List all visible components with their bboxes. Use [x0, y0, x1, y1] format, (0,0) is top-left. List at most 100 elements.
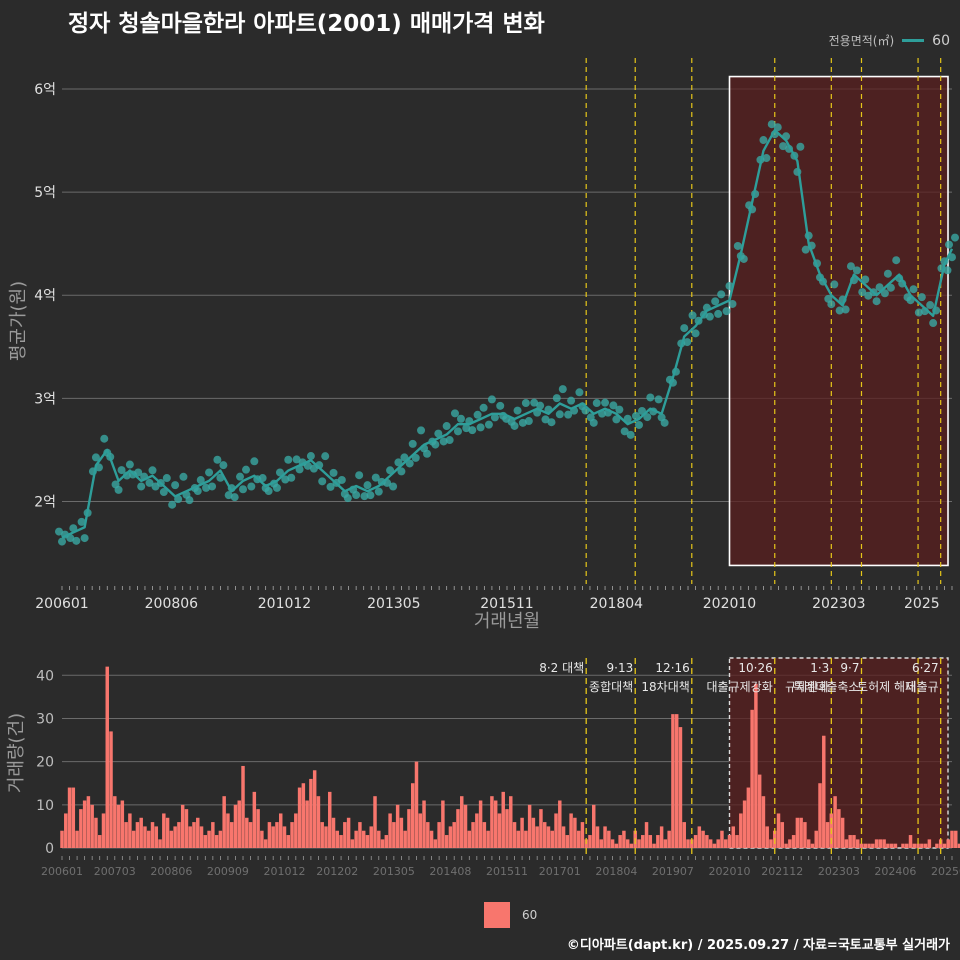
- volume-bar: [509, 796, 513, 848]
- price-y-tick-label: 2억: [34, 494, 56, 510]
- volume-bar: [188, 826, 192, 848]
- volume-bar: [656, 835, 660, 848]
- price-point: [886, 283, 895, 292]
- volume-bar: [818, 783, 822, 848]
- price-y-tick-label: 4억: [34, 288, 56, 304]
- price-x-tick-label: 202010: [703, 596, 756, 612]
- policy-label-name: 18차대책: [641, 679, 689, 694]
- volume-bar: [361, 830, 366, 848]
- volume-bar: [365, 835, 370, 848]
- price-x-tick-label: 200601: [35, 596, 88, 612]
- price-point: [125, 460, 134, 469]
- price-point: [530, 398, 539, 407]
- price-point: [524, 417, 533, 426]
- volume-bar: [294, 813, 298, 848]
- price-point: [179, 472, 188, 481]
- price-point: [609, 401, 618, 410]
- volume-bar: [565, 835, 570, 848]
- price-point: [272, 483, 281, 492]
- volume-bar: [467, 830, 472, 848]
- volume-bar: [173, 826, 177, 848]
- volume-bar: [252, 791, 257, 848]
- price-point: [835, 306, 844, 315]
- volume-bar: [542, 822, 547, 848]
- volume-bar: [309, 778, 313, 848]
- volume-x-tick-label: 201907: [652, 865, 694, 878]
- volume-bar: [350, 839, 355, 848]
- volume-bar: [192, 822, 196, 848]
- volume-bar: [761, 796, 766, 848]
- volume-bar: [901, 843, 905, 848]
- price-point: [411, 453, 420, 462]
- price-x-axis-title: 거래년월: [474, 611, 540, 632]
- price-point: [496, 401, 505, 410]
- volume-bar: [780, 822, 785, 848]
- price-point: [80, 534, 89, 543]
- volume-bar: [727, 835, 732, 848]
- volume-bar: [935, 843, 939, 848]
- volume-bar: [671, 714, 675, 848]
- volume-bar: [531, 817, 536, 848]
- volume-bar: [769, 839, 773, 848]
- policy-label-name: 특례대출축소: [793, 680, 859, 694]
- price-x-tick-label: 202303: [812, 596, 865, 612]
- price-point: [510, 421, 519, 430]
- volume-x-tick-label: 200806: [150, 865, 192, 878]
- volume-bar: [320, 822, 324, 848]
- price-point: [767, 120, 776, 129]
- volume-bar: [795, 817, 800, 848]
- price-point: [615, 405, 624, 414]
- price-point: [355, 471, 364, 480]
- legend-title: 전용면적(㎡): [828, 34, 895, 48]
- price-point: [450, 409, 459, 418]
- price-point: [205, 468, 214, 477]
- volume-bar: [101, 813, 106, 848]
- volume-y-tick-label: 10: [36, 798, 54, 814]
- policy-label-date: 10·26: [738, 661, 772, 675]
- volume-bar: [493, 800, 498, 848]
- volume-y-tick-label: 20: [36, 755, 54, 771]
- price-point: [247, 482, 256, 491]
- volume-bar: [652, 843, 656, 848]
- volume-bar: [124, 822, 128, 848]
- price-point: [321, 452, 330, 461]
- price-point: [171, 481, 180, 490]
- volume-bar: [757, 774, 762, 848]
- price-x-tick-label: 201305: [367, 596, 420, 612]
- price-point: [66, 534, 75, 543]
- volume-bar: [505, 809, 509, 848]
- volume-bar: [705, 835, 709, 848]
- volume-bar: [893, 843, 898, 848]
- price-point: [371, 473, 380, 482]
- volume-bar: [441, 800, 445, 848]
- price-point: [883, 269, 892, 278]
- volume-bar: [723, 839, 728, 848]
- volume-bar: [135, 822, 140, 848]
- volume-x-tick-label: 200909: [207, 865, 249, 878]
- volume-bar: [554, 813, 558, 848]
- price-point: [306, 452, 315, 461]
- volume-bar: [573, 817, 577, 848]
- price-point: [468, 426, 477, 435]
- price-point: [58, 537, 66, 546]
- volume-bar: [203, 835, 208, 848]
- price-point: [926, 301, 935, 310]
- price-point: [513, 406, 522, 415]
- volume-bar: [810, 843, 815, 848]
- volume-bar: [954, 830, 958, 848]
- volume-x-tick-label: 200703: [94, 865, 136, 878]
- volume-bar: [343, 822, 347, 848]
- price-point: [643, 413, 652, 422]
- volume-bar: [735, 835, 739, 848]
- volume-bar: [512, 822, 517, 848]
- volume-bar: [837, 809, 841, 848]
- volume-bar: [278, 813, 283, 848]
- price-point: [929, 319, 938, 328]
- volume-bar: [335, 830, 340, 848]
- price-legend: 전용면적(㎡) 60: [829, 32, 950, 49]
- volume-bar: [275, 822, 279, 848]
- volume-bar: [916, 843, 920, 848]
- price-line: [61, 128, 954, 539]
- volume-bar: [218, 830, 223, 848]
